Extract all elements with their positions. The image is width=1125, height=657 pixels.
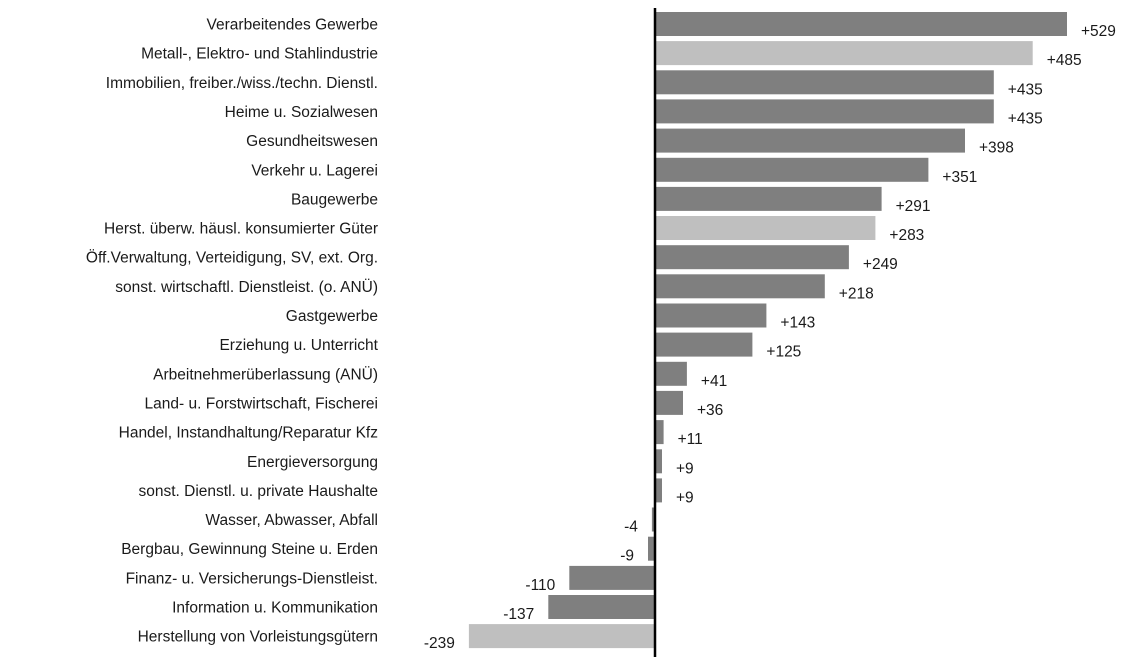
category-label: Handel, Instandhaltung/Reparatur Kfz xyxy=(119,425,378,442)
category-label: Immobilien, freiber./wiss./techn. Dienst… xyxy=(106,75,378,92)
category-label: Erziehung u. Unterricht xyxy=(219,337,378,354)
value-label: -4 xyxy=(624,519,638,536)
bar xyxy=(655,245,849,270)
category-label: Wasser, Abwasser, Abfall xyxy=(205,512,378,529)
category-label: Arbeitnehmerüberlassung (ANÜ) xyxy=(153,365,378,383)
category-labels-group: Verarbeitendes Gewerbe Metall-, Elektro- … xyxy=(86,17,379,646)
category-label: sonst. Dienstl. u. private Haushalte xyxy=(138,483,378,500)
category-label: sonst. wirtschaftl. Dienstleist. (o. ANÜ… xyxy=(115,278,378,296)
value-label: +41 xyxy=(701,373,727,390)
category-label: Metall-, Elektro- und Stahlindustrie xyxy=(141,46,378,63)
category-label: Bergbau, Gewinnung Steine u. Erden xyxy=(121,541,378,558)
bar xyxy=(569,565,655,590)
value-label: +9 xyxy=(676,460,694,477)
value-label: +435 xyxy=(1008,110,1043,127)
bar xyxy=(655,216,876,240)
bar xyxy=(655,157,929,182)
category-label: Land- u. Forstwirtschaft, Fischerei xyxy=(145,395,378,412)
value-label: +249 xyxy=(863,256,898,273)
bar xyxy=(548,595,655,619)
category-label: Baugewerbe xyxy=(291,191,378,208)
bar xyxy=(655,303,767,328)
category-label: Information u. Kommunikation xyxy=(172,600,378,617)
category-label: Finanz- u. Versicherungs-Dienstleist. xyxy=(126,570,378,587)
category-label: Gesundheitswesen xyxy=(246,133,378,150)
bar xyxy=(468,624,655,649)
bar xyxy=(655,420,664,445)
bar xyxy=(655,449,662,474)
value-label: +9 xyxy=(676,489,694,506)
category-label: Heime u. Sozialwesen xyxy=(225,104,378,121)
value-label: +36 xyxy=(697,402,723,419)
value-label: +351 xyxy=(942,169,977,186)
bar xyxy=(655,274,825,299)
category-label: Verarbeitendes Gewerbe xyxy=(207,17,378,34)
bar xyxy=(655,128,965,153)
bar xyxy=(655,12,1067,36)
bar xyxy=(648,536,655,561)
value-label: -9 xyxy=(620,548,634,565)
value-label: +435 xyxy=(1008,81,1043,98)
category-label: Energieversorgung xyxy=(247,454,378,471)
value-label: -239 xyxy=(424,635,455,652)
value-label: +11 xyxy=(678,431,703,448)
bar xyxy=(655,478,662,503)
value-label: +398 xyxy=(979,140,1014,157)
value-label: +125 xyxy=(766,344,801,361)
bar xyxy=(655,99,994,124)
bars-group xyxy=(468,12,1067,649)
bar xyxy=(655,70,994,95)
category-label: Öff.Verwaltung, Verteidigung, SV, ext. O… xyxy=(86,249,378,267)
bar xyxy=(655,332,753,357)
bar xyxy=(655,361,687,386)
category-label: Gastgewerbe xyxy=(286,308,378,325)
bar xyxy=(655,186,882,211)
category-label: Herst. überw. häusl. konsumierter Güter xyxy=(104,221,378,238)
value-label: +529 xyxy=(1081,23,1116,40)
value-labels-group: +529+485+435+435+398+351+291+283+249+218… xyxy=(424,23,1116,652)
category-label: Herstellung von Vorleistungsgütern xyxy=(138,629,378,646)
category-label: Verkehr u. Lagerei xyxy=(251,162,378,179)
bar xyxy=(655,41,1033,66)
value-label: -137 xyxy=(503,606,534,623)
value-label: +143 xyxy=(780,315,815,332)
value-label: +218 xyxy=(839,285,874,302)
bar xyxy=(651,507,655,532)
value-label: -110 xyxy=(525,577,555,594)
value-label: +291 xyxy=(896,198,931,215)
value-label: +283 xyxy=(889,227,924,244)
value-label: +485 xyxy=(1047,52,1082,69)
bar xyxy=(655,390,683,415)
